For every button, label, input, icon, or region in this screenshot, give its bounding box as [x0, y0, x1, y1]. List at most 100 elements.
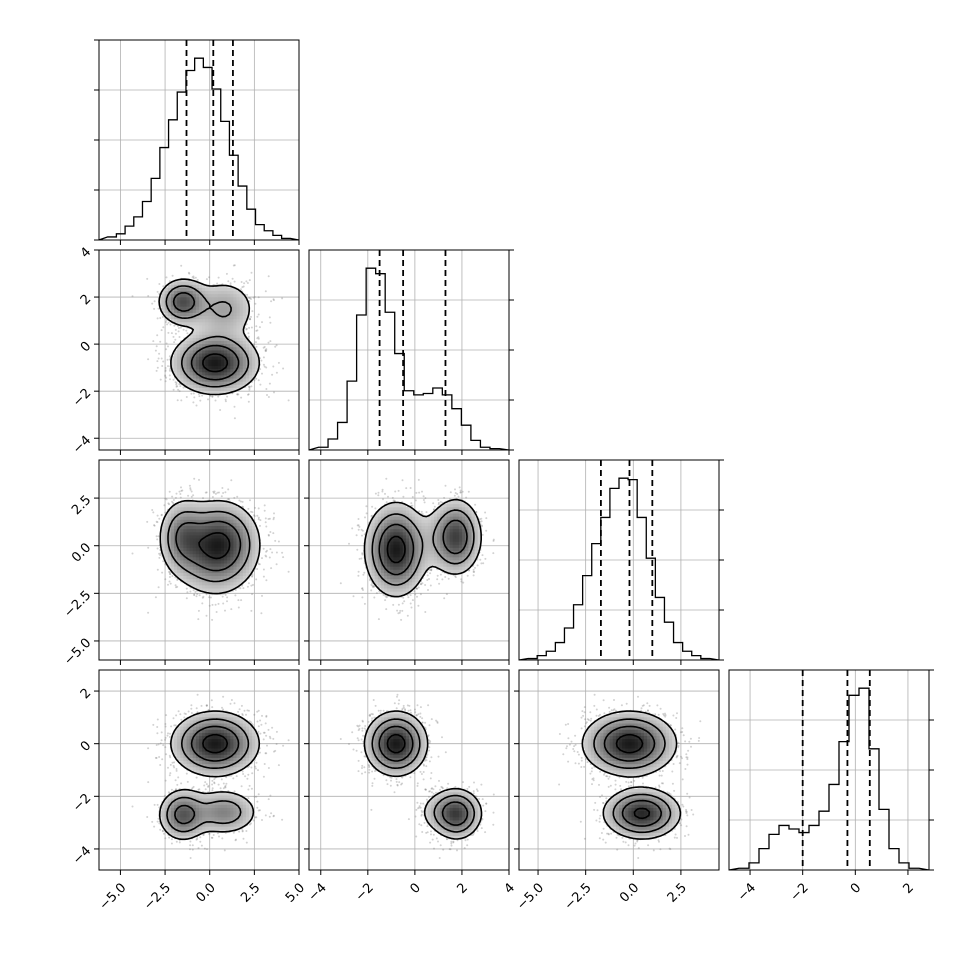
scatter-point	[211, 395, 214, 398]
density-cell	[192, 356, 197, 360]
scatter-point	[196, 278, 199, 281]
density-cell	[195, 375, 200, 379]
scatter-point	[272, 516, 275, 519]
density-cell	[195, 384, 200, 388]
scatter-point	[253, 515, 256, 518]
density-cell	[217, 315, 222, 320]
density-cell	[183, 321, 187, 326]
density-cell	[239, 381, 244, 385]
scatter-point	[264, 290, 267, 293]
density-cell	[205, 365, 209, 370]
contour-level-1	[165, 285, 250, 388]
scatter-point	[159, 552, 162, 555]
density-cell	[186, 371, 191, 376]
density-cell	[224, 387, 228, 392]
density-cell	[224, 378, 228, 382]
density-cell	[189, 287, 194, 292]
density-cell	[205, 343, 209, 348]
density-cell	[199, 343, 203, 348]
density-cell	[227, 287, 231, 292]
scatter-point	[175, 383, 178, 386]
density-cell	[242, 343, 247, 348]
density-cell	[174, 287, 178, 292]
density-cell	[205, 334, 209, 338]
density-cell	[174, 368, 178, 373]
scatter-point	[171, 575, 174, 577]
scatter-point	[260, 612, 263, 615]
density-cell	[195, 315, 200, 320]
density-cell	[230, 384, 234, 388]
density-cell	[189, 350, 194, 354]
density-cell	[170, 306, 175, 310]
density-cell	[195, 362, 200, 367]
scatter-point	[249, 318, 252, 321]
density-cell	[233, 346, 237, 351]
scatter-point	[198, 594, 201, 597]
density-cell	[227, 334, 231, 338]
density-cell	[164, 306, 169, 310]
density-cell	[192, 315, 197, 320]
density-cell	[180, 321, 184, 326]
density-cell	[217, 309, 222, 313]
scatter-point	[131, 552, 134, 555]
density-cell	[233, 328, 237, 332]
density-cell	[189, 309, 194, 313]
density-cell	[208, 325, 212, 329]
density-cell	[249, 368, 253, 373]
density-cell	[214, 328, 219, 332]
density-cell	[217, 287, 222, 292]
scatter-point	[176, 399, 179, 402]
scatter-point	[227, 280, 230, 283]
density-cell	[233, 303, 237, 307]
scatter-point	[178, 490, 181, 493]
scatter-point	[238, 499, 241, 502]
scatter-point	[158, 352, 161, 355]
density-cell	[227, 315, 231, 320]
density-cell	[227, 343, 231, 348]
density-cell	[192, 384, 197, 388]
density-cell	[186, 356, 191, 360]
density-cell	[177, 303, 181, 307]
density-cell	[239, 328, 244, 332]
density-cell	[202, 356, 206, 360]
density-cell	[214, 359, 219, 363]
density-cell	[233, 293, 237, 298]
density-cell	[233, 296, 237, 301]
density-cell	[183, 287, 187, 292]
density-cell	[217, 350, 222, 354]
density-cell	[205, 312, 209, 317]
density-cell	[177, 365, 181, 370]
density-cell	[233, 371, 237, 376]
density-cell	[214, 306, 219, 310]
scatter-point	[214, 603, 217, 606]
panel-frame	[308, 249, 510, 451]
density-cell	[224, 309, 228, 313]
scatter-point	[269, 340, 272, 343]
density-cell	[224, 315, 228, 320]
scatter-point	[259, 524, 261, 527]
scatter-point	[153, 524, 156, 527]
scatter-point	[269, 321, 272, 324]
density-cell	[217, 346, 222, 351]
density-cell	[233, 315, 237, 320]
density-cell	[170, 303, 175, 307]
density-cell	[227, 318, 231, 323]
density-cell	[242, 359, 247, 363]
density-cell	[217, 390, 222, 395]
density-cell	[177, 296, 181, 301]
density-cell	[186, 287, 191, 292]
density-cell	[186, 362, 191, 367]
density-cell	[192, 290, 197, 295]
density-cell	[192, 362, 197, 367]
density-cell	[233, 359, 237, 363]
scatter-point	[226, 596, 229, 599]
density-cell	[230, 306, 234, 310]
density-cell	[202, 375, 206, 379]
density-cell	[255, 365, 259, 370]
density-cell	[161, 296, 166, 301]
density-cell	[217, 306, 222, 310]
scatter-point	[273, 391, 275, 394]
density-cell	[202, 300, 206, 304]
density-cell	[205, 287, 209, 292]
